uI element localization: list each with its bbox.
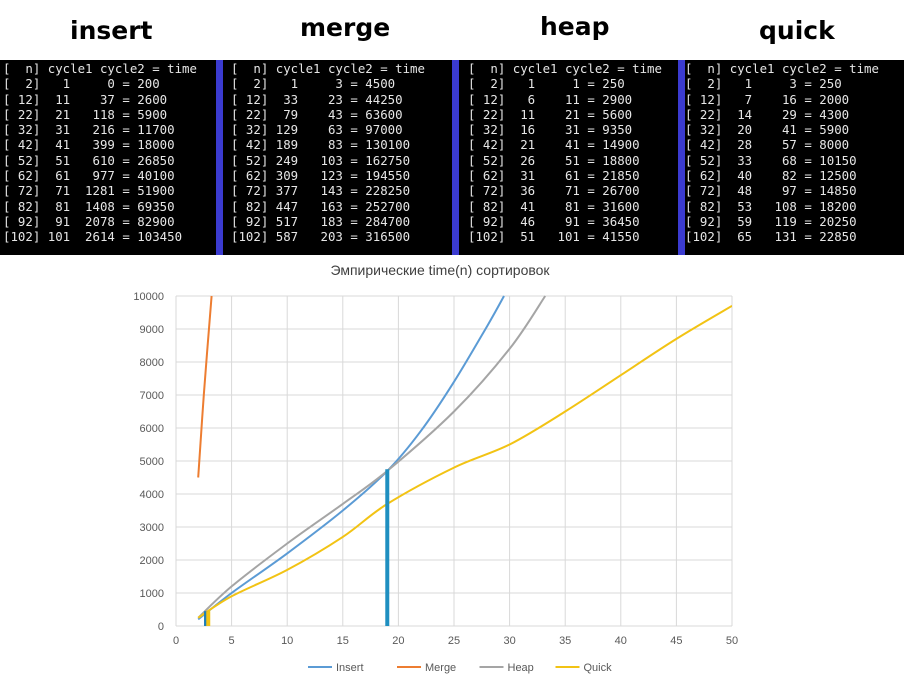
y-tick-label: 10000 — [133, 291, 164, 303]
console-row: [ 52] 26 51 = 18800 — [468, 152, 640, 168]
console-row: [ 92] 517 183 = 284700 — [231, 213, 411, 229]
series-line-quick — [197, 305, 732, 619]
console-row: [ 12] 11 37 = 2600 — [3, 91, 168, 107]
console-row: [ 32] 129 63 = 97000 — [231, 122, 403, 138]
insert-console: [ n] cycle1 cycle2 = time[ 2] 1 0 = 200[… — [3, 61, 215, 255]
y-tick-label: 6000 — [140, 423, 164, 435]
console-row: [ 12] 7 16 = 2000 — [685, 91, 850, 107]
console-row: [ 42] 28 57 = 8000 — [685, 137, 850, 153]
console-row: [ 82] 41 81 = 31600 — [468, 198, 640, 214]
console-row: [ 32] 20 41 = 5900 — [685, 122, 850, 138]
console-row: [ 22] 79 43 = 63600 — [231, 106, 403, 122]
chart-legend: Insert Merge Heap Quick — [308, 662, 612, 674]
y-tick-label: 0 — [158, 621, 164, 633]
legend-label: Heap — [508, 662, 534, 674]
y-tick-label: 9000 — [140, 324, 164, 336]
console-header-line: [ n] cycle1 cycle2 = time — [231, 61, 425, 76]
console-header-line: [ n] cycle1 cycle2 = time — [3, 61, 197, 76]
time-chart: Эмпирические time(n) сортировок 01000200… — [133, 262, 738, 674]
console-row: [ 62] 40 82 = 12500 — [685, 168, 857, 184]
console-row: [ 2] 1 3 = 4500 — [231, 76, 396, 92]
heap-header: heap — [540, 12, 610, 41]
console-row: [102] 587 203 = 316500 — [231, 229, 411, 245]
console-row: [ 22] 11 21 = 5600 — [468, 106, 633, 122]
console-row: [ 12] 33 23 = 44250 — [231, 91, 403, 107]
console-row: [ 62] 61 977 = 40100 — [3, 168, 175, 184]
x-tick-label: 25 — [448, 635, 460, 647]
legend-label: Insert — [336, 662, 364, 674]
x-tick-label: 10 — [281, 635, 293, 647]
insert-header: insert — [70, 16, 153, 45]
x-tick-label: 5 — [229, 635, 235, 647]
console-separator — [216, 60, 223, 255]
x-tick-label: 30 — [503, 635, 515, 647]
x-tick-label: 20 — [392, 635, 404, 647]
console-row: [ 42] 41 399 = 18000 — [3, 137, 175, 153]
x-tick-label: 35 — [559, 635, 571, 647]
y-tick-label: 1000 — [140, 588, 164, 600]
console-row: [102] 65 131 = 22850 — [685, 229, 857, 245]
console-row: [ 2] 1 1 = 250 — [468, 76, 625, 92]
chart-title: Эмпирические time(n) сортировок — [330, 262, 550, 278]
console-row: [ 42] 21 41 = 14900 — [468, 137, 640, 153]
console-row: [ 72] 377 143 = 228250 — [231, 183, 411, 199]
series-line-merge — [197, 295, 213, 478]
console-row: [ 92] 91 2078 = 82900 — [3, 213, 175, 229]
y-tick-label: 8000 — [140, 357, 164, 369]
console-row: [ 32] 31 216 = 11700 — [3, 122, 175, 138]
console-row: [ 52] 51 610 = 26850 — [3, 152, 175, 168]
merge-header: merge — [300, 13, 391, 42]
console-row: [ 2] 1 0 = 200 — [3, 76, 160, 92]
heap-console: [ n] cycle1 cycle2 = time[ 2] 1 1 = 250[… — [468, 61, 677, 255]
x-tick-label: 40 — [615, 635, 627, 647]
console-header-line: [ n] cycle1 cycle2 = time — [468, 61, 662, 76]
legend-label: Quick — [584, 662, 613, 674]
merge-console: [ n] cycle1 cycle2 = time[ 2] 1 3 = 4500… — [231, 61, 451, 255]
chart-grid: 0100020003000400050006000700080009000100… — [133, 291, 738, 647]
y-tick-label: 7000 — [140, 390, 164, 402]
y-tick-label: 3000 — [140, 522, 164, 534]
console-row: [102] 101 2614 = 103450 — [3, 229, 183, 245]
x-tick-label: 50 — [726, 635, 738, 647]
series-line-insert — [197, 295, 505, 621]
console-separator — [452, 60, 459, 255]
console-row: [ 22] 21 118 = 5900 — [3, 106, 168, 122]
console-row: [ 82] 447 163 = 252700 — [231, 198, 411, 214]
quick-console: [ n] cycle1 cycle2 = time[ 2] 1 3 = 250[… — [685, 61, 900, 255]
y-tick-label: 5000 — [140, 456, 164, 468]
console-row: [102] 51 101 = 41550 — [468, 229, 640, 245]
console-row: [ 72] 48 97 = 14850 — [685, 183, 857, 199]
console-separator — [678, 60, 685, 255]
series-line-heap — [197, 295, 547, 619]
x-tick-label: 15 — [337, 635, 349, 647]
console-row: [ 92] 46 91 = 36450 — [468, 213, 640, 229]
console-row: [ 32] 16 31 = 9350 — [468, 122, 633, 138]
console-row: [ 62] 31 61 = 21850 — [468, 168, 640, 184]
console-row: [ 62] 309 123 = 194550 — [231, 168, 411, 184]
quick-header: quick — [759, 16, 835, 45]
console-row: [ 52] 249 103 = 162750 — [231, 152, 411, 168]
console-row: [ 2] 1 3 = 250 — [685, 76, 842, 92]
console-row: [ 42] 189 83 = 130100 — [231, 137, 411, 153]
chart-series — [197, 295, 732, 626]
console-row: [ 12] 6 11 = 2900 — [468, 91, 633, 107]
console-header-line: [ n] cycle1 cycle2 = time — [685, 61, 879, 76]
x-tick-label: 0 — [173, 635, 179, 647]
console-row: [ 52] 33 68 = 10150 — [685, 152, 857, 168]
console-row: [ 82] 81 1408 = 69350 — [3, 198, 175, 214]
y-tick-label: 2000 — [140, 555, 164, 567]
console-row: [ 72] 36 71 = 26700 — [468, 183, 640, 199]
console-row: [ 92] 59 119 = 20250 — [685, 213, 857, 229]
console-row: [ 22] 14 29 = 4300 — [685, 106, 850, 122]
legend-label: Merge — [425, 662, 456, 674]
console-row: [ 82] 53 108 = 18200 — [685, 198, 857, 214]
y-tick-label: 4000 — [140, 489, 164, 501]
x-tick-label: 45 — [670, 635, 682, 647]
console-row: [ 72] 71 1281 = 51900 — [3, 183, 175, 199]
